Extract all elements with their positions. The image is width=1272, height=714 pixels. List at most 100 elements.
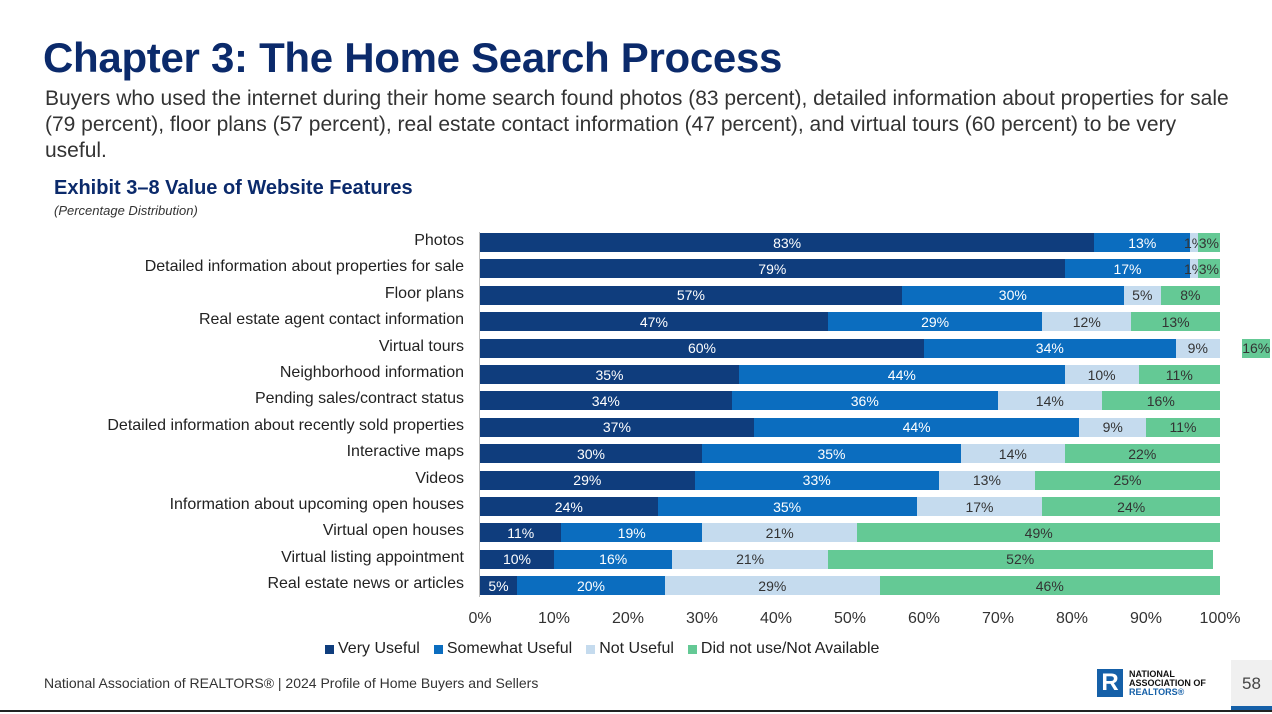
data-label: 24% xyxy=(554,498,583,515)
bar-segment: 16% xyxy=(1242,338,1271,358)
bar-segment: 60% xyxy=(480,338,924,358)
bar-segment: 13% xyxy=(938,470,1035,490)
category-label: Detailed information about properties fo… xyxy=(144,258,464,276)
category-label: Virtual tours xyxy=(378,337,464,355)
data-label: 16% xyxy=(1146,392,1175,409)
bar-segment: 21% xyxy=(672,549,828,569)
data-label: 10% xyxy=(502,551,532,568)
bar-segment: 8% xyxy=(1160,285,1220,305)
page-number: 58 xyxy=(1231,660,1272,708)
bar-segment: 13% xyxy=(1094,233,1191,252)
data-label: 14% xyxy=(998,445,1027,462)
data-label: 33% xyxy=(802,472,831,489)
x-tick-label: 80% xyxy=(1055,610,1089,627)
data-label: 16% xyxy=(599,551,628,568)
data-label: 13% xyxy=(1161,313,1190,330)
x-tick-label: 100% xyxy=(1199,610,1241,627)
bar-segment: 29% xyxy=(665,576,880,596)
bar-segment: 35% xyxy=(480,365,739,384)
x-tick-label: 10% xyxy=(537,610,571,627)
legend: Very Useful Somewhat Useful Not Useful Did … xyxy=(325,640,879,658)
logo-line: NATIONAL xyxy=(1129,668,1175,679)
bar-segment: 83% xyxy=(480,233,1095,252)
category-label: Information about upcoming open houses xyxy=(169,496,464,513)
data-label: 30% xyxy=(998,287,1027,304)
data-label: 34% xyxy=(591,392,620,409)
bar-segment: 79% xyxy=(480,259,1065,279)
data-label: 46% xyxy=(1035,577,1064,594)
data-label: 11% xyxy=(1169,419,1197,436)
bar-segment: 19% xyxy=(561,523,702,543)
data-label: 34% xyxy=(1035,340,1064,357)
x-tick-label: 40% xyxy=(759,610,793,627)
bar-segment: 3% xyxy=(1197,233,1220,252)
data-label: 83% xyxy=(773,234,802,251)
bar-segment: 36% xyxy=(731,391,998,411)
bar-segment: 29% xyxy=(480,470,695,490)
legend-label: Somewhat Useful xyxy=(446,640,573,657)
legend-swatch xyxy=(586,644,596,654)
data-label: 60% xyxy=(687,340,717,357)
bar-segment: 14% xyxy=(998,391,1102,411)
data-label: 17% xyxy=(1113,260,1142,277)
data-label: 20% xyxy=(576,577,606,594)
bar-segment: 10% xyxy=(480,549,554,569)
data-label: 57% xyxy=(676,287,705,304)
legend-swatch xyxy=(687,644,697,654)
x-tick-label: 60% xyxy=(907,610,941,627)
x-tick-label: 30% xyxy=(685,610,719,627)
data-label: 47% xyxy=(639,313,668,330)
data-label: 49% xyxy=(1024,524,1053,541)
legend-item: Not Useful xyxy=(586,640,674,658)
data-label: 5% xyxy=(488,577,509,594)
data-label: 5% xyxy=(1132,287,1153,304)
legend-item: Did not use/Not Available xyxy=(687,640,880,658)
category-label: Real estate agent contact information xyxy=(198,311,464,329)
data-label: 29% xyxy=(573,472,602,489)
bar-segment: 9% xyxy=(1175,338,1220,358)
bar-segment: 13% xyxy=(1131,312,1220,332)
bar-segment: 24% xyxy=(480,497,658,516)
legend-item: Somewhat Useful xyxy=(433,640,573,658)
bar-segment: 22% xyxy=(1064,444,1220,464)
data-label: 3% xyxy=(1198,234,1219,251)
bar-segment: 12% xyxy=(1042,312,1132,332)
bar-segment: 33% xyxy=(694,470,939,490)
category-label: Virtual listing appointment xyxy=(281,548,464,566)
exhibit-subtitle: (Percentage Distribution) xyxy=(54,203,198,218)
bar-segment: 34% xyxy=(924,338,1176,358)
bar-segment: 5% xyxy=(480,576,517,596)
data-label: 12% xyxy=(1072,313,1101,330)
data-label: 30% xyxy=(576,445,606,462)
bar-segment: 10% xyxy=(1064,365,1139,384)
bar-segment: 21% xyxy=(702,523,858,543)
category-label: Pending sales/contract status xyxy=(254,390,464,408)
page-accent-bar xyxy=(1231,706,1272,711)
legend-label: Did not use/Not Available xyxy=(700,640,880,657)
legend-swatch xyxy=(325,644,334,654)
data-label: 79% xyxy=(758,260,787,277)
x-tick-label: 90% xyxy=(1129,610,1163,627)
bar-segment: 9% xyxy=(1079,417,1146,437)
data-label: 13% xyxy=(972,472,1001,489)
category-label: Videos xyxy=(415,469,464,487)
bar-segment: 16% xyxy=(1101,391,1220,411)
x-tick-label: 0% xyxy=(468,610,492,627)
data-label: 44% xyxy=(902,419,931,436)
realtor-r-icon: R xyxy=(1097,669,1123,697)
bar-segment: 34% xyxy=(480,391,732,411)
data-label: 14% xyxy=(1035,392,1064,409)
page-subtitle: Buyers who used the internet during thei… xyxy=(45,87,1229,162)
bar-segment: 49% xyxy=(857,523,1220,543)
category-label: Real estate news or articles xyxy=(267,575,464,593)
bar-segment: 1% xyxy=(1184,233,1204,252)
category-label: Floor plans xyxy=(384,284,464,302)
bar-segment: 11% xyxy=(1138,365,1220,384)
bar-segment: 29% xyxy=(827,312,1043,332)
logo-line: REALTORS® xyxy=(1129,686,1185,697)
x-tick-label: 70% xyxy=(981,610,1015,627)
bar-segment: 25% xyxy=(1035,470,1220,490)
data-label: 25% xyxy=(1113,472,1142,489)
bar-segment: 35% xyxy=(657,497,917,516)
logo-line: ASSOCIATION OF xyxy=(1129,677,1206,688)
